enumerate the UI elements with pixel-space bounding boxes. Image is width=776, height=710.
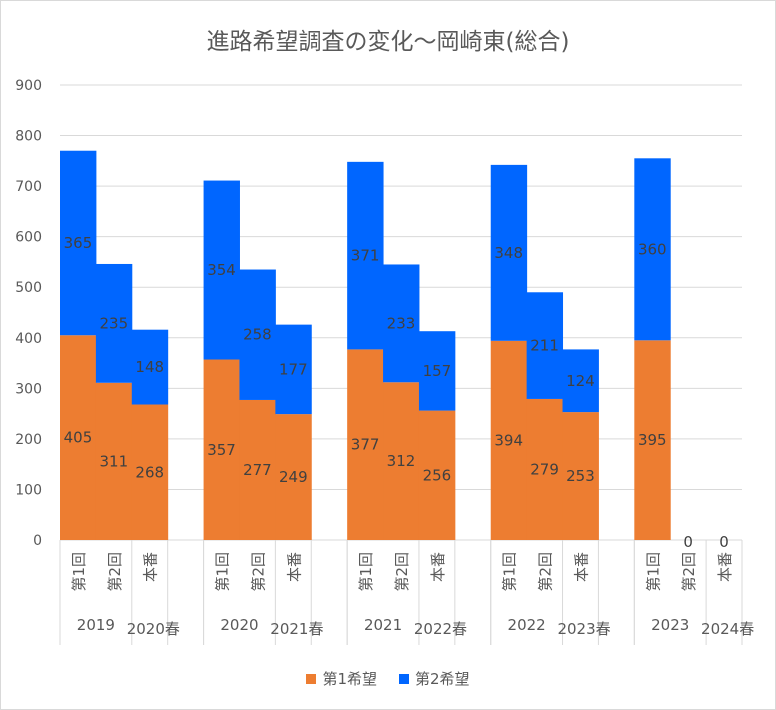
bar-series-1 (562, 412, 599, 540)
bar-series-2 (60, 150, 97, 336)
y-tick-label: 0 (33, 533, 42, 549)
bar-series-2 (490, 164, 528, 341)
legend-label-series-1: 第1希望 (322, 670, 377, 688)
data-label: 177 (279, 360, 308, 378)
legend-swatch-series-2 (399, 673, 409, 684)
bar-series-2 (347, 161, 384, 350)
data-label: 235 (100, 314, 129, 332)
legend-label-series-2: 第2希望 (415, 670, 470, 688)
group-label-spring: 2020春 (127, 620, 180, 638)
data-label: 357 (207, 441, 236, 459)
category-label: 第2回 (537, 552, 555, 592)
category-label: 第2回 (680, 552, 698, 592)
bar-series-1 (526, 398, 564, 540)
bar-series-2 (239, 269, 276, 400)
group-label: 2020 (220, 616, 258, 634)
legend-item-series-2[interactable]: 第2希望 (399, 668, 470, 689)
category-label: 本番 (716, 552, 734, 582)
y-tick-label: 400 (15, 331, 42, 347)
group-label: 2019 (77, 616, 115, 634)
y-tick-label: 200 (15, 432, 42, 448)
bar-series-2 (526, 292, 564, 399)
y-tick-label: 100 (15, 482, 42, 498)
bar-series-1 (634, 340, 671, 540)
group-label-spring: 2022春 (414, 620, 467, 638)
bar-series-1 (490, 340, 528, 540)
bar-series-1 (95, 382, 133, 540)
group-label: 2022 (508, 616, 546, 634)
data-label: 124 (566, 372, 595, 390)
bar-series-1 (203, 359, 240, 540)
data-label: 311 (100, 452, 129, 470)
category-label: 本番 (572, 552, 590, 582)
y-tick-label: 800 (15, 129, 42, 145)
y-tick-label: 500 (15, 280, 42, 296)
data-label: 249 (279, 468, 308, 486)
data-label: 157 (423, 362, 452, 380)
legend: 第1希望 第2希望 (0, 668, 776, 689)
bar-series-1 (418, 410, 456, 540)
bar-series-2 (634, 158, 671, 341)
data-label: 277 (243, 461, 272, 479)
bar-series-1 (60, 335, 97, 540)
data-label: 268 (135, 463, 164, 481)
data-label: 354 (207, 261, 236, 279)
legend-swatch-series-1 (306, 673, 317, 684)
bar-series-2 (418, 331, 456, 411)
data-label: 365 (64, 234, 93, 252)
data-label: 0 (719, 533, 729, 551)
data-label: 394 (494, 431, 523, 449)
bar-series-1 (347, 349, 384, 540)
category-label: 本番 (285, 552, 303, 582)
data-label: 405 (64, 429, 93, 447)
category-label: 第1回 (70, 552, 88, 592)
category-label: 第2回 (393, 552, 411, 592)
bar-series-1 (131, 404, 169, 540)
data-label: 258 (243, 326, 272, 344)
bar-series-2 (95, 263, 133, 383)
category-label: 第2回 (249, 552, 267, 592)
bar-series-2 (203, 180, 240, 360)
category-label: 第1回 (357, 552, 375, 592)
category-label: 第1回 (501, 552, 519, 592)
data-label: 360 (638, 240, 667, 258)
category-label: 本番 (142, 552, 160, 582)
bar-series-1 (239, 399, 276, 540)
category-label: 第1回 (644, 552, 662, 592)
y-tick-label: 600 (15, 230, 42, 246)
y-tick-label: 700 (15, 179, 42, 195)
data-label: 279 (530, 460, 559, 478)
bar-series-2 (275, 324, 312, 415)
group-label-spring: 2023春 (557, 620, 610, 638)
data-label: 377 (351, 436, 380, 454)
data-label: 233 (387, 314, 416, 332)
chart-title: 進路希望調査の変化～岡崎東(総合) (206, 29, 570, 55)
group-label: 2021 (364, 616, 402, 634)
bar-series-2 (562, 349, 599, 413)
category-label: 第1回 (214, 552, 232, 592)
bar-series-1 (383, 382, 420, 540)
bar-series-1 (275, 414, 312, 540)
data-label: 312 (387, 452, 416, 470)
data-label: 395 (638, 431, 667, 449)
group-label-spring: 2021春 (270, 620, 323, 638)
group-label-spring: 2024春 (701, 620, 754, 638)
data-label: 256 (423, 466, 452, 484)
data-label: 148 (135, 358, 164, 376)
y-tick-label: 900 (15, 78, 42, 94)
category-label: 本番 (429, 552, 447, 582)
bar-series-2 (383, 264, 420, 383)
category-label: 第2回 (106, 552, 124, 592)
group-label: 2023 (651, 616, 689, 634)
bar-series-2 (131, 329, 169, 405)
data-label: 348 (494, 244, 523, 262)
data-label: 0 (683, 533, 693, 551)
data-label: 253 (566, 467, 595, 485)
y-tick-label: 300 (15, 381, 42, 397)
data-label: 211 (530, 337, 559, 355)
data-label: 371 (351, 247, 380, 265)
legend-item-series-1[interactable]: 第1希望 (306, 668, 377, 689)
